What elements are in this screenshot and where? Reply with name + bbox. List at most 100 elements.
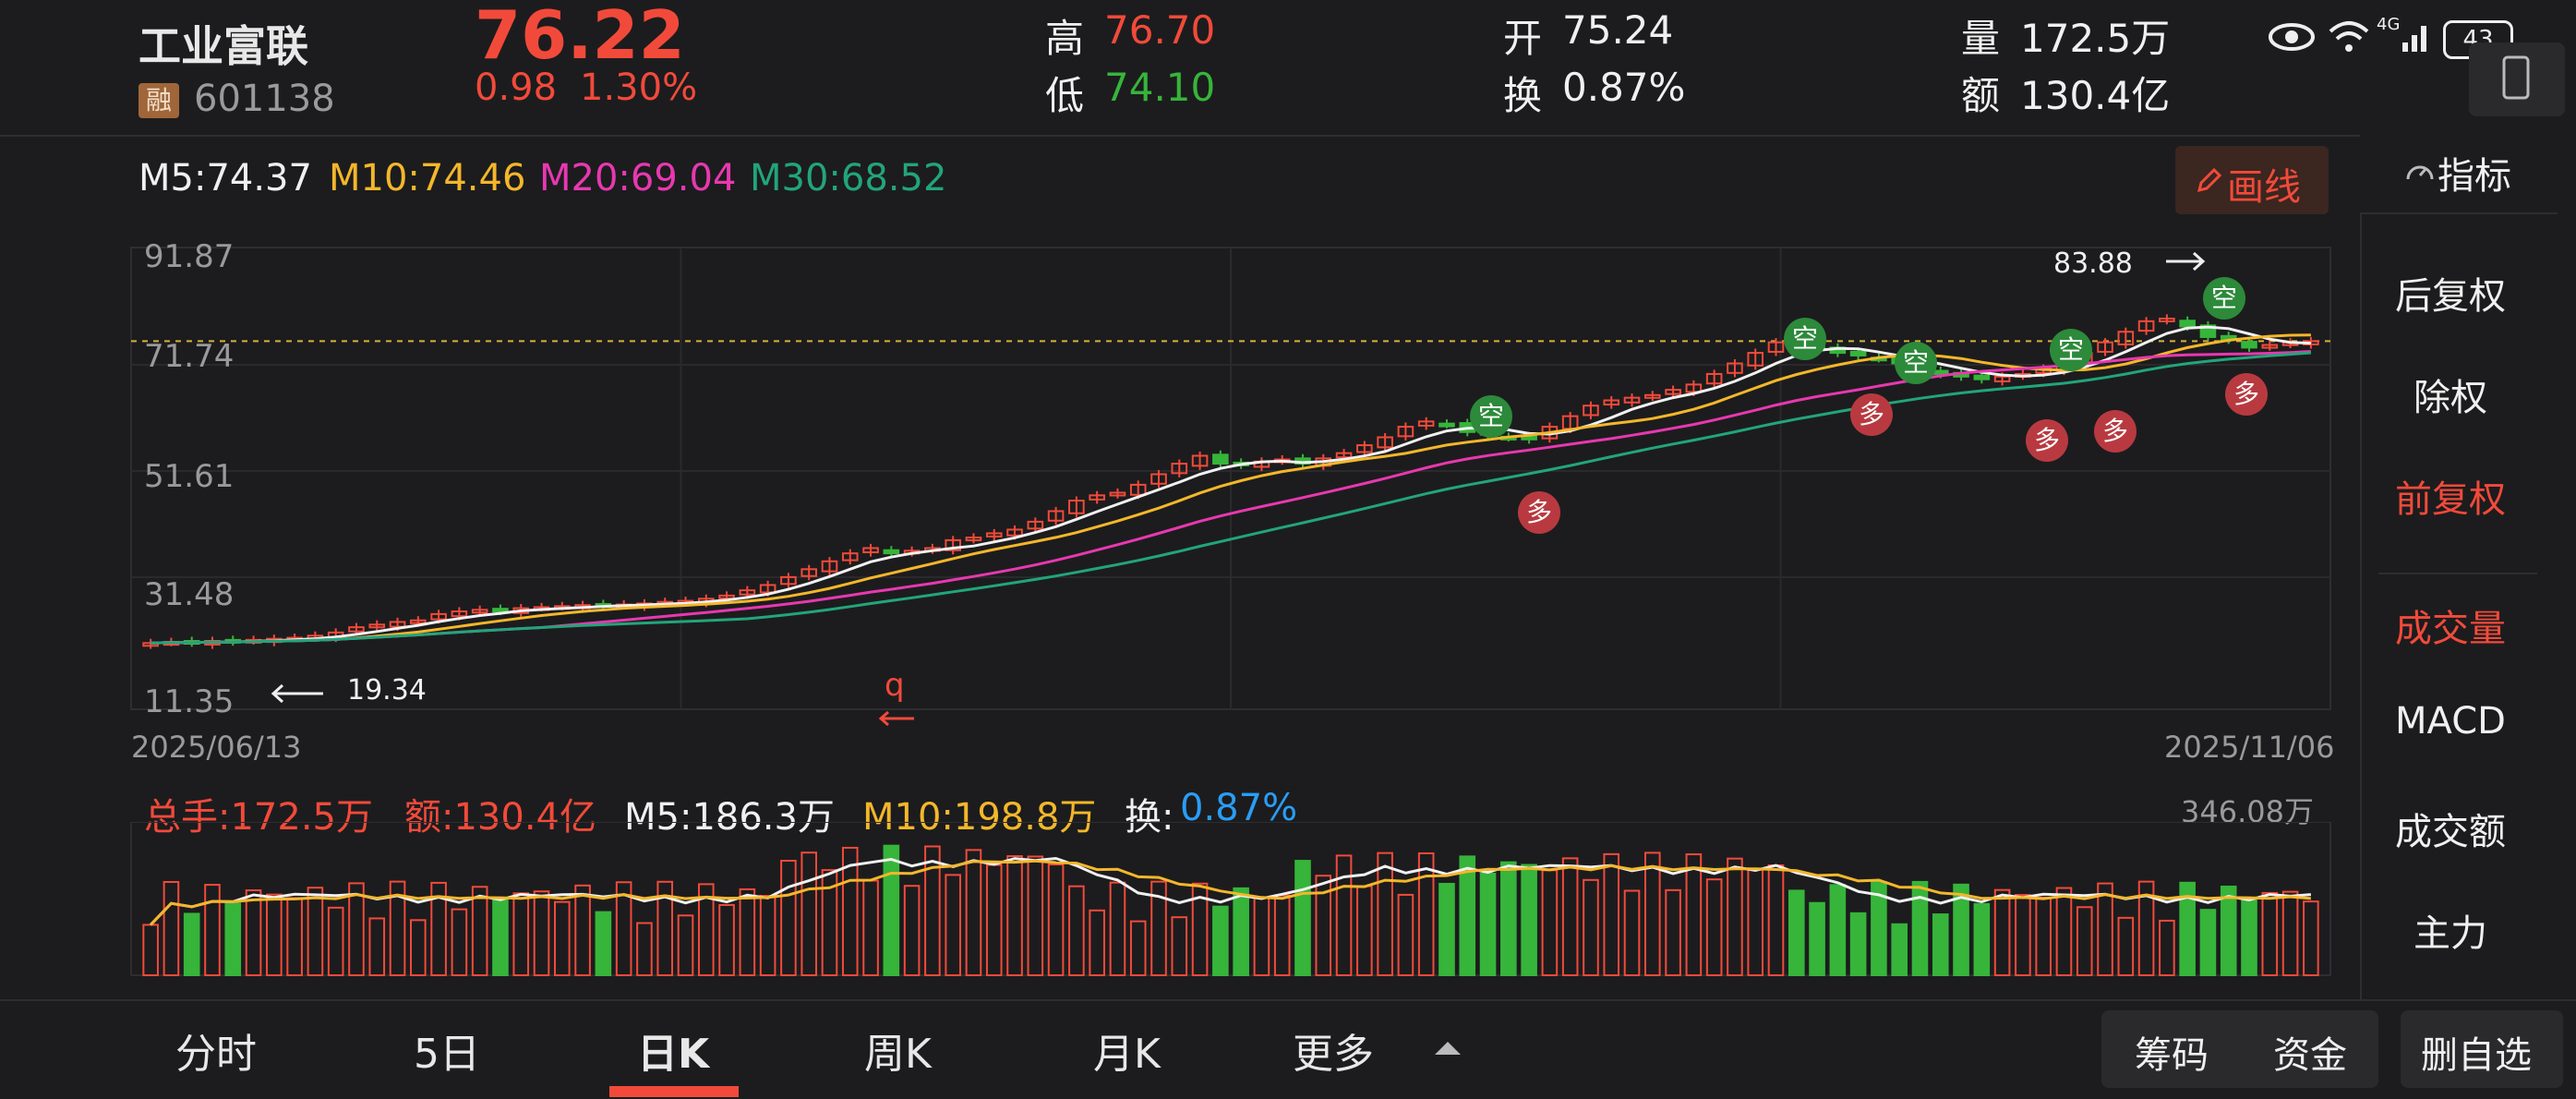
candle[interactable]	[1212, 453, 1229, 465]
long-signal-badge[interactable]: 多	[2094, 410, 2137, 453]
volume-bar[interactable]	[1953, 883, 1969, 976]
candle[interactable]	[1191, 454, 1209, 467]
volume-bar[interactable]	[1315, 875, 1332, 976]
volume-bar[interactable]	[1911, 880, 1929, 976]
candle[interactable]	[1068, 500, 1085, 514]
volume-bar[interactable]	[492, 898, 509, 976]
volume-bar[interactable]	[2179, 881, 2196, 976]
candle[interactable]	[1705, 372, 1723, 385]
tab-daily-k[interactable]: 日K	[637, 1031, 710, 1078]
tab-monthly-k[interactable]: 月K	[1093, 1031, 1161, 1078]
sidebar-item-ex-rights[interactable]: 除权	[2413, 377, 2487, 419]
candle[interactable]	[841, 552, 859, 562]
volume-bar[interactable]	[1932, 913, 1949, 976]
candle[interactable]	[759, 584, 776, 594]
volume-bar[interactable]	[1191, 882, 1209, 976]
volume-bar[interactable]	[1541, 869, 1559, 976]
volume-bar[interactable]	[1253, 896, 1270, 976]
sidebar-item-back-adjusted[interactable]: 后复权	[2395, 275, 2506, 318]
candle[interactable]	[2261, 344, 2279, 349]
volume-bar[interactable]	[1006, 855, 1023, 976]
candle[interactable]	[451, 610, 468, 618]
candle[interactable]	[821, 560, 838, 573]
candle[interactable]	[1109, 491, 1126, 497]
long-signal-badge[interactable]: 多	[1518, 491, 1560, 534]
volume-bar[interactable]	[410, 919, 427, 976]
candle[interactable]	[1397, 426, 1414, 438]
sidebar-item-amount[interactable]: 成交额	[2395, 811, 2506, 853]
volume-bar[interactable]	[718, 903, 735, 976]
candle[interactable]	[1665, 389, 1681, 395]
candle[interactable]	[1129, 483, 1147, 496]
volume-bar[interactable]	[1479, 872, 1497, 976]
short-signal-badge[interactable]: 空	[1784, 318, 1826, 360]
candle[interactable]	[1027, 520, 1044, 530]
candle[interactable]	[1849, 350, 1867, 356]
volume-bar[interactable]	[1993, 888, 2011, 976]
candle[interactable]	[883, 549, 900, 555]
volume-bar[interactable]	[985, 864, 1003, 977]
volume-bar[interactable]	[142, 924, 159, 976]
volume-bar[interactable]	[2137, 880, 2155, 976]
volume-bar[interactable]	[1294, 860, 1311, 977]
candle[interactable]	[1767, 341, 1785, 353]
volume-bar[interactable]	[2281, 890, 2299, 976]
volume-bar[interactable]	[1233, 887, 1249, 976]
volume-bar[interactable]	[1973, 902, 1991, 976]
volume-bar[interactable]	[656, 880, 674, 976]
tab-5day[interactable]: 5日	[414, 1031, 480, 1078]
candle[interactable]	[800, 568, 817, 577]
volume-bar[interactable]	[595, 911, 612, 976]
volume-bar[interactable]	[2241, 899, 2257, 976]
candle[interactable]	[780, 575, 797, 586]
candle[interactable]	[2159, 317, 2175, 322]
candle[interactable]	[2117, 331, 2135, 345]
volume-bar[interactable]	[2097, 882, 2113, 976]
volume-bar[interactable]	[2261, 891, 2279, 976]
volume-bar[interactable]	[2055, 887, 2073, 976]
candle[interactable]	[945, 538, 961, 551]
candle[interactable]	[1583, 405, 1599, 417]
volume-bar[interactable]	[1377, 851, 1393, 976]
volume-bar[interactable]	[266, 893, 283, 976]
candle[interactable]	[1356, 444, 1373, 453]
candle[interactable]	[985, 532, 1003, 537]
volume-bar[interactable]	[883, 844, 900, 976]
candle[interactable]	[1377, 436, 1393, 449]
candle[interactable]	[1747, 352, 1764, 367]
volume-bar[interactable]	[1109, 881, 1126, 976]
sidebar-item-main-force[interactable]: 主力	[2413, 912, 2487, 955]
volume-bar[interactable]	[1397, 893, 1414, 976]
candle[interactable]	[1047, 510, 1065, 522]
long-signal-badge[interactable]: 多	[2225, 373, 2268, 416]
volume-bar[interactable]	[739, 888, 756, 976]
volume-bar[interactable]	[1335, 854, 1353, 977]
candle[interactable]	[1644, 393, 1661, 399]
candle[interactable]	[862, 547, 879, 554]
sidebar-item-macd[interactable]: MACD	[2395, 700, 2506, 743]
volume-bar[interactable]	[1459, 855, 1476, 976]
volume-bar[interactable]	[286, 897, 303, 976]
candle[interactable]	[389, 621, 406, 628]
candle[interactable]	[368, 623, 386, 629]
tab-weekly-k[interactable]: 周K	[864, 1031, 932, 1078]
volume-bar[interactable]	[451, 908, 468, 976]
volume-bar[interactable]	[924, 845, 941, 977]
candle[interactable]	[1973, 374, 1991, 380]
volume-bar[interactable]	[348, 882, 365, 976]
volume-bar[interactable]	[1417, 851, 1435, 976]
landscape-toggle-button[interactable]	[2469, 42, 2565, 116]
chips-button[interactable]: 筹码	[2135, 1034, 2209, 1077]
volume-chart[interactable]	[0, 822, 2360, 984]
volume-bar[interactable]	[327, 906, 344, 976]
sidebar-item-forward-adjusted[interactable]: 前复权	[2395, 478, 2506, 521]
long-signal-badge[interactable]: 多	[1850, 393, 1893, 436]
candle[interactable]	[1685, 383, 1703, 393]
candle[interactable]	[1932, 369, 1949, 375]
candle[interactable]	[965, 537, 982, 542]
volume-bar[interactable]	[1521, 864, 1537, 976]
candle[interactable]	[1603, 399, 1620, 406]
candle[interactable]	[492, 608, 509, 613]
volume-bar[interactable]	[1150, 880, 1167, 976]
remove-watchlist-button[interactable]: 删自选	[2401, 1010, 2563, 1088]
